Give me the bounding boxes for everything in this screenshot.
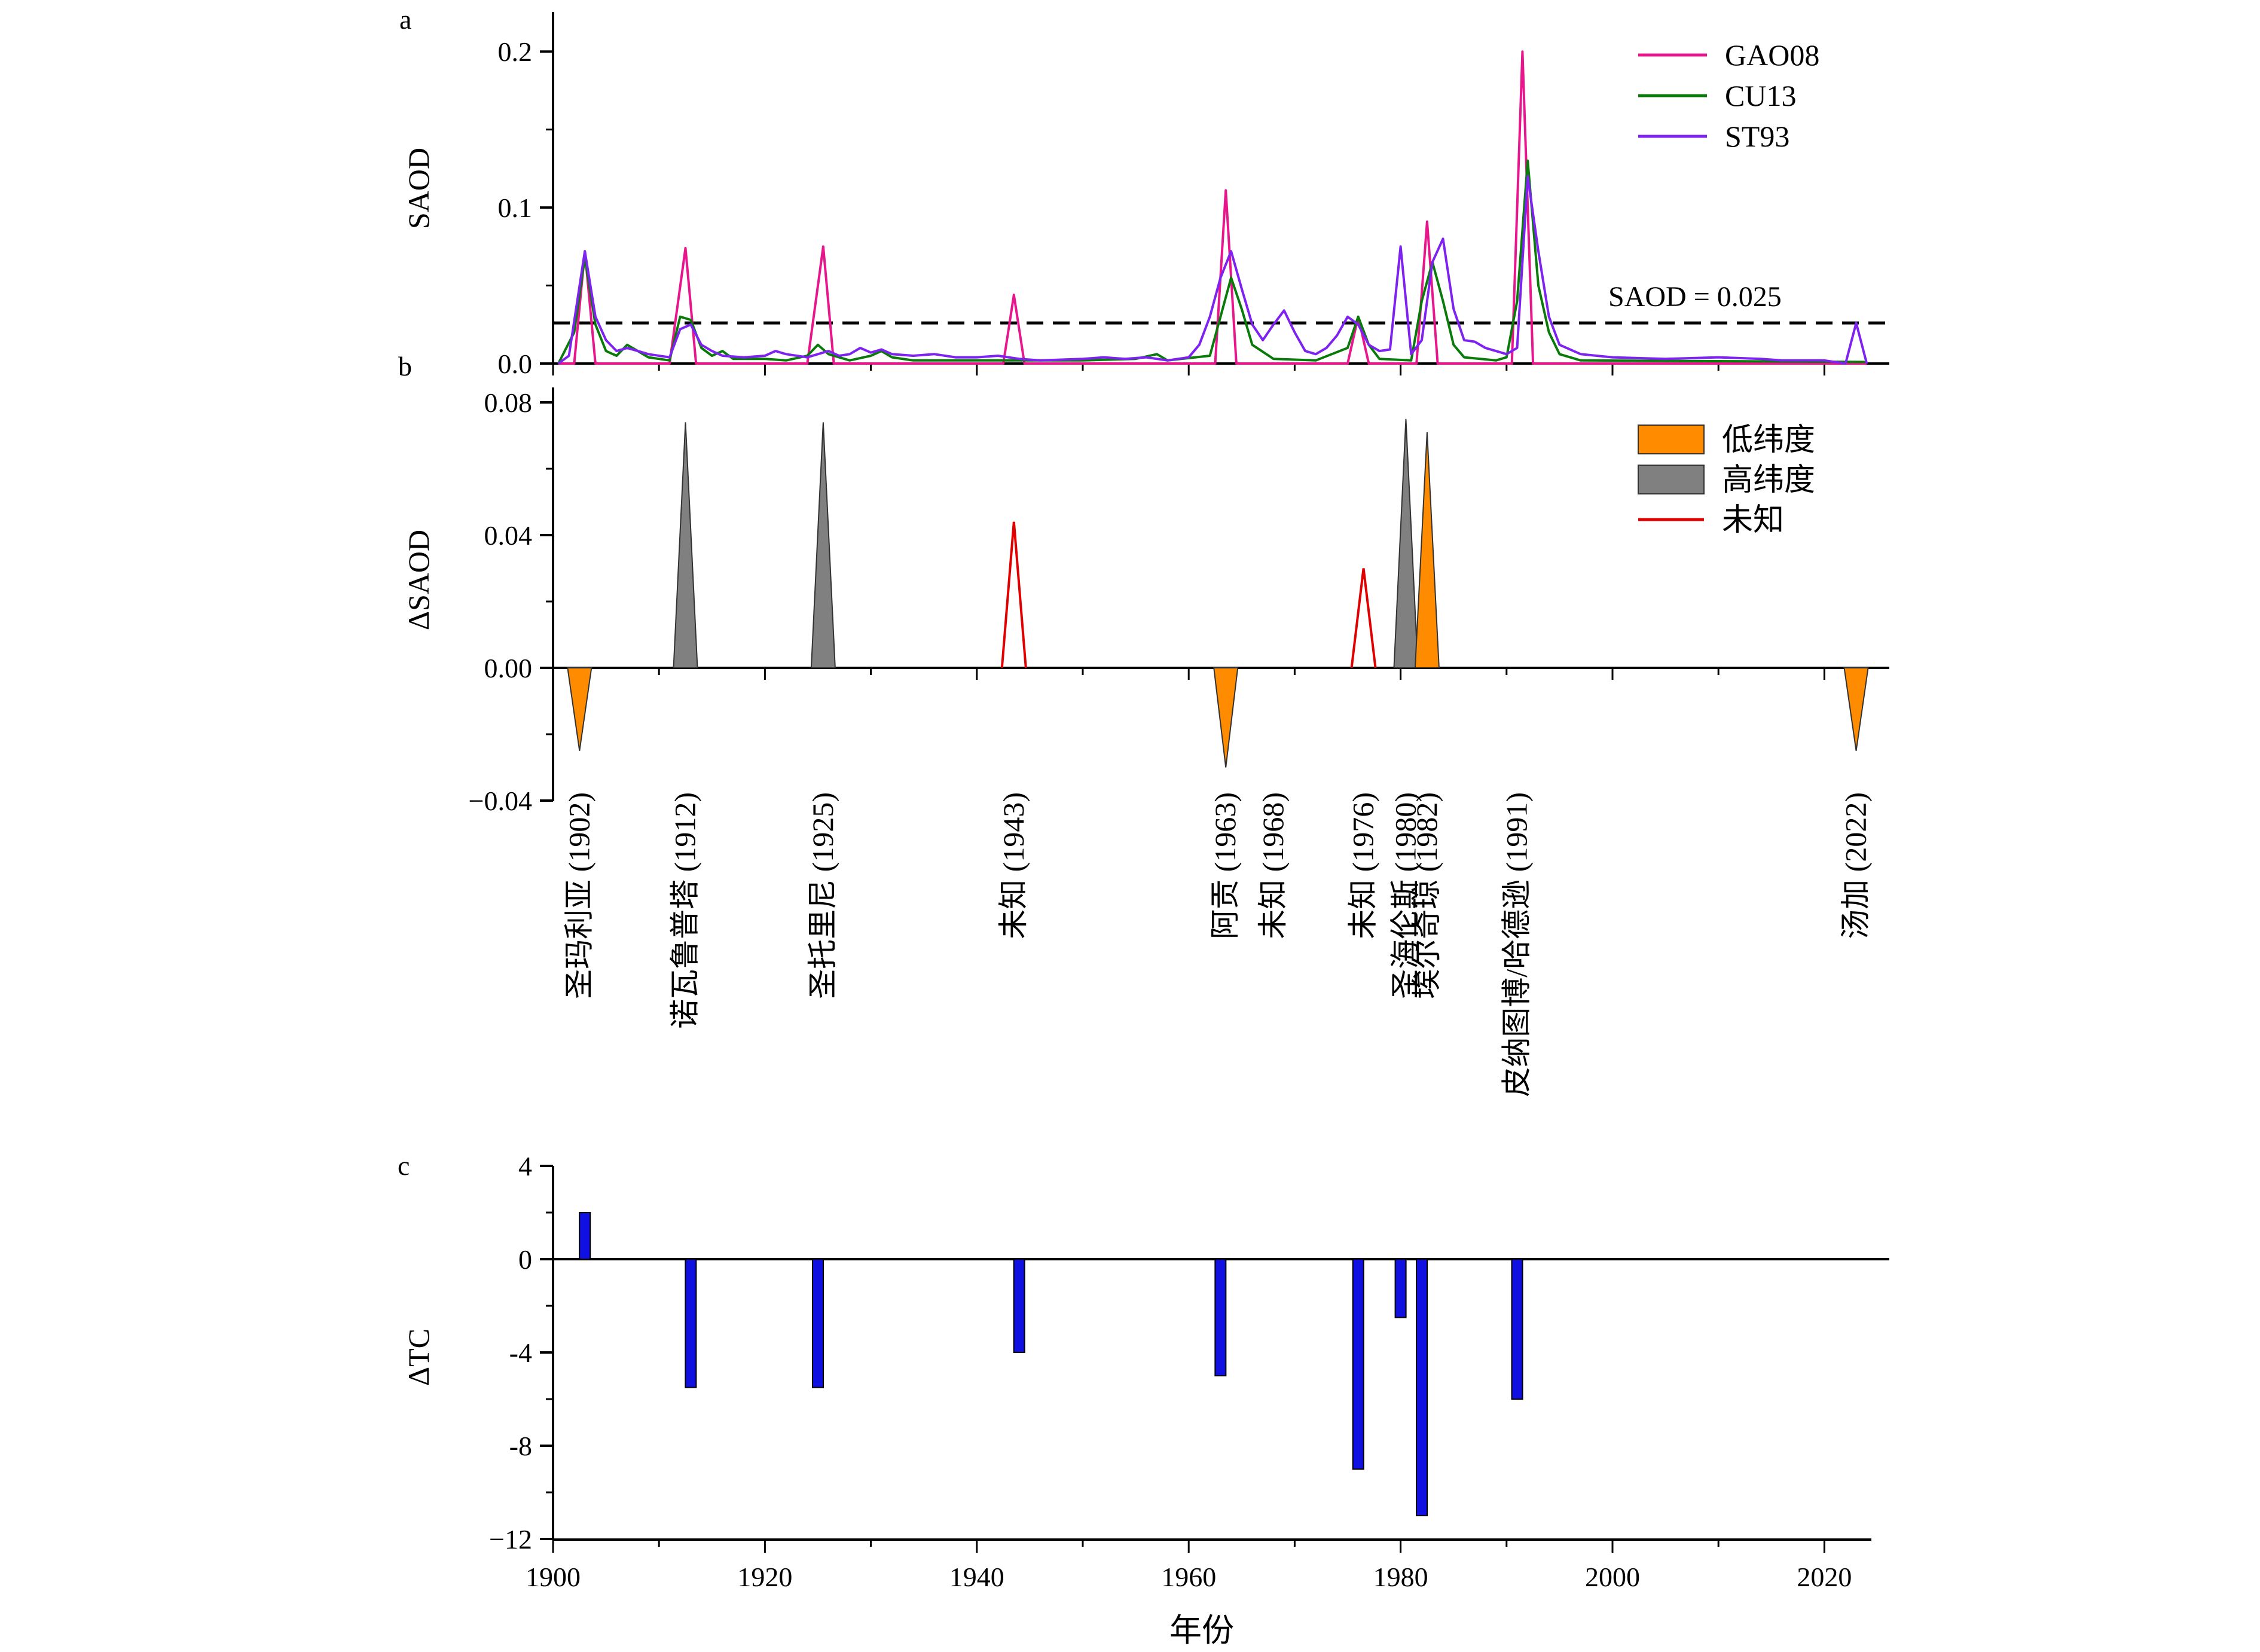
legend-label: CU13 <box>1725 79 1796 112</box>
eruption-label: 圣海伦斯 (1980) <box>1388 792 1422 999</box>
eruption-label: 阿贡 (1963) <box>1208 792 1242 939</box>
panel-a-series <box>557 50 1868 365</box>
event-spike-high-latitude <box>810 422 836 668</box>
bar <box>579 1212 591 1260</box>
x-axis-title: 年份 <box>1169 1613 1234 1648</box>
x-tick-label: 1980 <box>1373 1562 1428 1592</box>
y-tick-label: -4 <box>509 1338 532 1368</box>
panel-a-label: a <box>399 4 411 35</box>
event-spike-low-latitude <box>1414 432 1440 668</box>
y-tick-label: 0.08 <box>484 387 533 418</box>
eruption-label: 圣玛利亚 (1902) <box>562 792 595 999</box>
panel-a-legend: GAO08 CU13 ST93 <box>1638 38 1819 153</box>
y-tick-label: -8 <box>509 1431 532 1461</box>
bar <box>1013 1259 1025 1353</box>
event-spike-high-latitude <box>673 422 698 668</box>
legend-swatch <box>1638 425 1705 454</box>
eruption-label: 未知 (1968) <box>1256 792 1290 939</box>
eruption-label: 汤加 (2022) <box>1839 792 1873 939</box>
x-tick-label: 1960 <box>1161 1562 1216 1592</box>
panel-c-axes: 4 0 -4 -8 −12 1900 1920 1940 1960 1980 2000 2020 <box>489 1151 1889 1592</box>
panel-a-ylabel: SAOD <box>402 148 435 229</box>
panel-c-label: c <box>398 1150 410 1181</box>
legend-label: 低纬度 <box>1722 423 1815 457</box>
y-tick-label: −12 <box>489 1524 532 1555</box>
event-spike-unknown <box>1000 521 1027 668</box>
eruption-labels: 圣玛利亚 (1902) 诺瓦鲁普塔 (1912) 圣托里尼 (1925) 未知 (19… <box>562 792 1872 1097</box>
panel-c-ylabel: ΔTC <box>402 1329 435 1386</box>
eruption-label: 圣托里尼 (1925) <box>806 792 839 999</box>
eruption-label: 皮纳图博/哈德逊 (1991) <box>1500 792 1534 1097</box>
eruption-label: 诺瓦鲁普塔 (1912) <box>668 792 702 1029</box>
legend-label: 未知 <box>1722 503 1784 538</box>
eruption-label: 埃尔奇琼 (1982) <box>1410 792 1443 999</box>
bar <box>1394 1259 1407 1318</box>
bar <box>1416 1259 1428 1516</box>
event-spike-unknown <box>1350 568 1377 668</box>
event-spike-low-latitude <box>1843 667 1869 751</box>
bar <box>1214 1259 1227 1376</box>
y-tick-label: 4 <box>518 1151 532 1181</box>
bar <box>1352 1259 1364 1470</box>
x-tick-label: 2000 <box>1585 1562 1640 1592</box>
legend-label: ST93 <box>1725 120 1789 153</box>
event-spike-high-latitude <box>1393 419 1419 668</box>
panel-a: a 0.0 0.1 0.2 SAOD GAO08 CU13 ST93 SAOD = 0.… <box>399 4 1889 379</box>
eruption-label: 未知 (1943) <box>997 792 1030 939</box>
x-tick-label: 1920 <box>737 1562 792 1592</box>
threshold-annotation: SAOD = 0.025 <box>1608 281 1782 313</box>
panel-c-bars <box>579 1212 1523 1516</box>
bar <box>812 1259 824 1388</box>
panel-b-ylabel: ΔSAOD <box>402 530 435 630</box>
y-tick-label: 0.0 <box>498 349 533 379</box>
event-spike-low-latitude <box>567 667 593 751</box>
legend-label: 高纬度 <box>1722 463 1815 497</box>
x-tick-label: 1900 <box>526 1562 581 1592</box>
y-tick-label: 0.1 <box>498 193 533 223</box>
y-tick-label: 0.00 <box>484 653 533 683</box>
y-tick-label: 0.04 <box>484 520 533 551</box>
legend-swatch <box>1638 465 1705 494</box>
eruption-label: 未知 (1976) <box>1346 792 1380 939</box>
y-tick-label: 0.2 <box>498 36 533 67</box>
y-tick-label: −0.04 <box>469 786 532 816</box>
x-tick-label: 1940 <box>949 1562 1004 1592</box>
bar <box>685 1259 697 1388</box>
bar <box>1511 1259 1523 1400</box>
legend-label: GAO08 <box>1725 38 1819 72</box>
y-tick-label: 0 <box>518 1244 532 1275</box>
panel-b-label: b <box>398 351 412 381</box>
series-line-st93 <box>557 175 1868 365</box>
event-spike-low-latitude <box>1213 667 1239 768</box>
series-line-gao08 <box>558 50 1867 365</box>
x-tick-label: 2020 <box>1797 1562 1852 1592</box>
panel-b-events <box>567 419 1869 768</box>
